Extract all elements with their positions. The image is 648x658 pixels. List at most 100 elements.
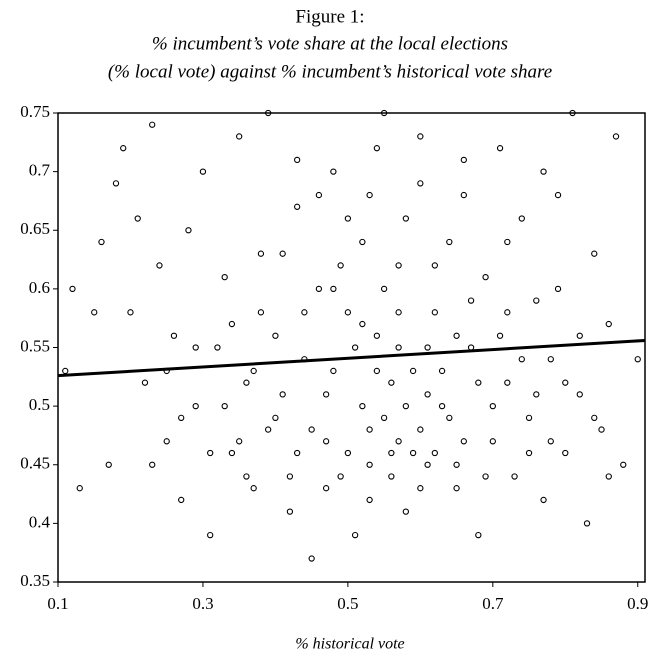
point [409, 449, 417, 457]
y-tick-label: 0.55 [20, 336, 50, 355]
point [475, 379, 482, 386]
x-tick-label: 0.3 [192, 594, 213, 613]
point [359, 320, 366, 328]
point [460, 191, 467, 199]
point [178, 414, 185, 421]
point [112, 180, 120, 187]
point [402, 402, 410, 410]
point [185, 227, 192, 234]
point [388, 379, 395, 386]
point [163, 438, 170, 445]
point [337, 473, 344, 480]
point [351, 531, 359, 539]
point [272, 414, 279, 421]
x-tick-label: 0.9 [627, 594, 648, 613]
point [591, 414, 598, 421]
y-tick-label: 0.35 [20, 571, 50, 590]
point [496, 332, 504, 339]
point [467, 297, 475, 304]
point [207, 531, 214, 539]
point [598, 426, 605, 433]
point [453, 461, 460, 468]
point [402, 215, 410, 222]
point [475, 531, 482, 539]
point [554, 285, 562, 293]
point [424, 461, 431, 468]
point [547, 356, 554, 363]
point [525, 414, 533, 421]
point [257, 250, 265, 257]
point [257, 309, 265, 316]
point [91, 309, 98, 316]
point [402, 508, 410, 515]
point [562, 449, 569, 457]
point [518, 356, 525, 363]
point [337, 262, 344, 269]
point [583, 520, 591, 527]
point [62, 367, 69, 375]
point [293, 449, 301, 457]
point [243, 473, 250, 480]
point [591, 250, 598, 257]
x-tick-label: 0.5 [337, 594, 358, 613]
point [395, 438, 402, 445]
point [562, 379, 569, 386]
point [554, 191, 562, 199]
point [366, 426, 373, 433]
point [279, 391, 286, 398]
point [250, 367, 257, 375]
plot-frame [57, 112, 646, 583]
point [576, 332, 583, 339]
point [453, 332, 460, 339]
point [453, 485, 460, 492]
point [192, 344, 199, 351]
point [620, 461, 627, 468]
point [134, 215, 141, 222]
point [460, 438, 467, 445]
chart-subtitle: (% local vote) against % incumbent’s his… [108, 61, 552, 82]
point [265, 426, 272, 433]
point [460, 156, 467, 164]
point [286, 473, 294, 480]
point [272, 332, 279, 339]
point [178, 496, 185, 504]
point [293, 156, 301, 164]
point [424, 344, 431, 351]
point [293, 203, 301, 210]
point [330, 285, 337, 293]
trend-line [57, 338, 646, 378]
point [533, 297, 540, 304]
point [76, 485, 83, 492]
y-tick-label: 0.75 [20, 102, 50, 121]
point [482, 473, 489, 480]
point [511, 473, 518, 480]
point [228, 449, 236, 457]
point [149, 461, 156, 468]
chart-title: Figure 1: [295, 6, 364, 27]
point [496, 145, 504, 152]
point [438, 367, 446, 375]
x-tick-label: 0.7 [482, 594, 504, 613]
point [373, 332, 381, 339]
point [438, 402, 446, 410]
point [366, 496, 373, 504]
point [482, 273, 489, 281]
point [540, 168, 547, 175]
point [330, 168, 337, 175]
point [98, 238, 105, 246]
point [308, 555, 315, 562]
point [446, 238, 453, 246]
point [489, 402, 496, 410]
x-axis-label: % historical vote [295, 636, 404, 653]
point [221, 402, 228, 410]
point [214, 344, 221, 351]
point [395, 309, 402, 316]
point [228, 320, 236, 328]
point [301, 309, 308, 316]
point [359, 402, 366, 410]
point [199, 168, 207, 175]
point [380, 109, 388, 117]
point [417, 426, 424, 433]
point [634, 356, 641, 363]
y-tick-label: 0.5 [29, 395, 50, 414]
